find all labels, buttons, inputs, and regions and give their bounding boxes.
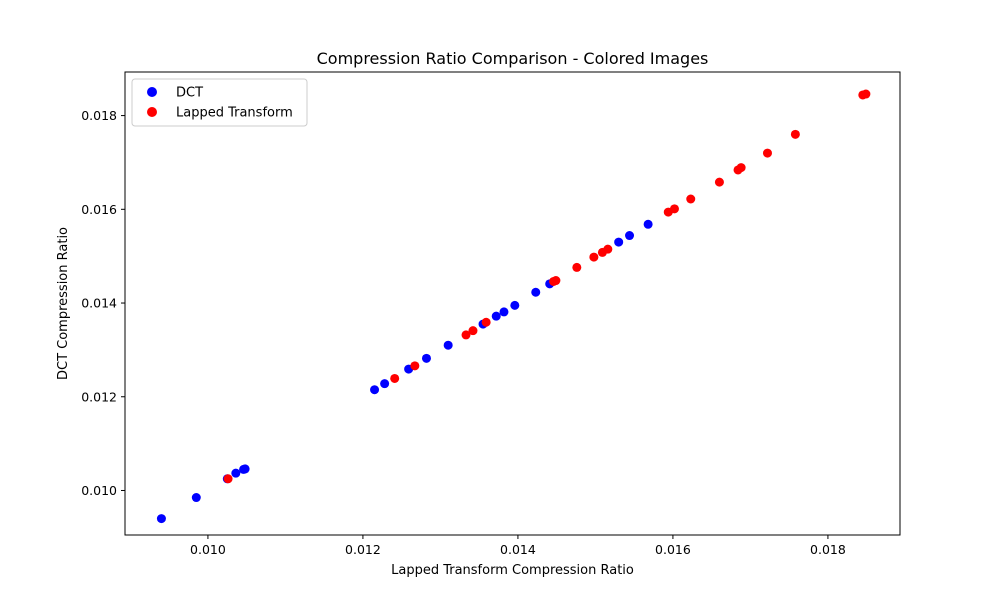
scatter-point-lapped-transform [551, 276, 561, 286]
scatter-point-dct [380, 379, 390, 389]
scatter-point-dct [499, 307, 509, 317]
legend-box [131, 78, 308, 127]
x-axis-ticks: 0.010 0.012 0.014 0.016 0.018 [190, 535, 846, 557]
scatter-point-lapped-transform [461, 330, 471, 340]
scatter-point-lapped-transform [790, 129, 800, 139]
legend-marker-lapped-transform [147, 107, 157, 117]
scatter-point-dct [231, 468, 241, 478]
scatter-point-dct [614, 237, 624, 247]
scatter-point-dct [156, 514, 166, 524]
scatter-point-dct [370, 385, 380, 395]
scatter-point-lapped-transform [589, 252, 599, 262]
y-tick-label: 0.014 [81, 296, 117, 311]
scatter-point-lapped-transform [410, 361, 420, 371]
scatter-point-dct [421, 353, 431, 363]
x-tick-label: 0.010 [190, 542, 226, 557]
scatter-point-dct [191, 493, 201, 503]
scatter-point-dct [443, 340, 453, 350]
y-axis-ticks: 0.010 0.012 0.014 0.016 0.018 [81, 108, 125, 498]
legend-label-lapped-transform: Lapped Transform [176, 106, 293, 121]
scatter-point-lapped-transform [762, 148, 772, 158]
scatter-point-lapped-transform [481, 317, 491, 327]
legend: DCT Lapped Transform [131, 78, 308, 127]
scatter-point-lapped-transform [603, 244, 613, 254]
scatter-point-lapped-transform [686, 194, 696, 204]
scatter-point-dct [643, 219, 653, 229]
x-tick-label: 0.012 [345, 542, 381, 557]
x-tick-label: 0.014 [500, 542, 536, 557]
chart-title: Compression Ratio Comparison - Colored I… [317, 49, 709, 68]
scatter-point-lapped-transform [390, 373, 400, 383]
x-axis-label: Lapped Transform Compression Ratio [391, 563, 634, 578]
scatter-point-dct [240, 464, 250, 474]
y-tick-label: 0.018 [81, 108, 117, 123]
scatter-point-lapped-transform [223, 474, 233, 484]
scatter-point-dct [510, 300, 520, 310]
scatter-point-dct [491, 311, 501, 321]
scatter-point-lapped-transform [714, 177, 724, 187]
y-axis-label: DCT Compression Ratio [56, 227, 71, 380]
scatter-point-lapped-transform [572, 262, 582, 272]
plot-points [156, 89, 871, 524]
y-tick-label: 0.010 [81, 483, 117, 498]
scatter-point-lapped-transform [468, 326, 478, 336]
x-tick-label: 0.016 [655, 542, 691, 557]
y-tick-label: 0.012 [81, 389, 117, 404]
scatter-point-lapped-transform [861, 89, 871, 99]
legend-marker-dct [147, 87, 157, 97]
x-tick-label: 0.018 [810, 542, 846, 557]
scatter-point-lapped-transform [669, 204, 679, 214]
y-tick-label: 0.016 [81, 202, 117, 217]
scatter-point-dct [625, 231, 635, 241]
scatter-point-lapped-transform [736, 163, 746, 173]
legend-label-dct: DCT [176, 86, 203, 101]
scatter-point-dct [531, 287, 541, 297]
